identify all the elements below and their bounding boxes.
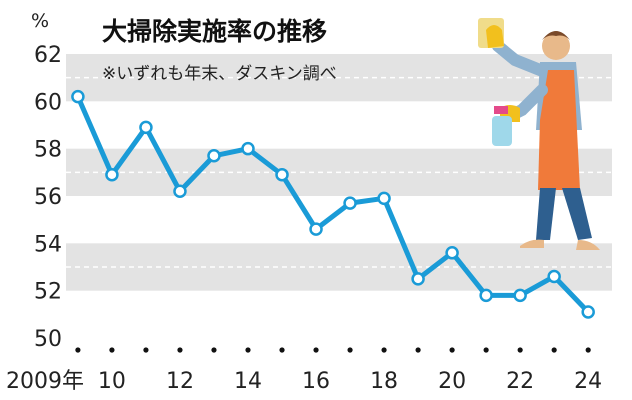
data-point-2011 (139, 120, 153, 135)
y-tick-label: 50 (34, 327, 62, 352)
data-point-2012 (173, 184, 187, 199)
data-point-2018 (377, 191, 391, 206)
series-line (75, 94, 591, 315)
data-point-2015 (275, 167, 289, 182)
x-axis-dot (143, 347, 149, 353)
x-axis-dot (313, 347, 319, 353)
x-axis-dot (109, 347, 115, 353)
x-tick-label: 10 (98, 369, 126, 394)
x-axis-dot (381, 347, 387, 353)
x-axis-ticks: 2009年 10 12 14 16 18 20 22 24 (6, 369, 602, 394)
x-tick-label: 18 (370, 369, 398, 394)
y-axis-unit: % (31, 10, 49, 32)
x-axis-dot (177, 347, 183, 353)
data-point-2022 (513, 288, 527, 303)
chart-title: 大掃除実施率の推移 (102, 17, 327, 46)
y-tick-label: 58 (34, 138, 62, 163)
data-point-2017 (343, 196, 357, 210)
y-tick-label: 52 (34, 280, 62, 305)
x-axis-dot (75, 347, 81, 353)
x-axis-dot (279, 347, 285, 353)
series-line-group (75, 94, 591, 315)
cleaning-person-icon (478, 18, 600, 250)
y-tick-label: 56 (34, 185, 62, 210)
chart-subtitle: ※いずれも年末、ダスキン調べ (102, 64, 337, 84)
x-axis-dot (517, 347, 523, 353)
x-tick-label: 2009年 (6, 369, 84, 394)
data-point-2024 (581, 305, 595, 319)
data-point-2023 (547, 269, 561, 284)
grid-lines (66, 76, 612, 316)
data-point-2016 (309, 222, 323, 236)
y-tick-label: 60 (34, 90, 62, 115)
x-axis-dot (415, 347, 421, 353)
y-tick-label: 62 (34, 43, 62, 68)
x-axis-dot (245, 347, 251, 353)
data-point-2020 (445, 246, 459, 260)
x-axis-dot (449, 347, 455, 353)
y-tick-label: 54 (34, 232, 62, 257)
x-tick-label: 20 (438, 369, 466, 394)
x-tick-label: 14 (234, 369, 262, 394)
data-point-2014 (241, 141, 255, 156)
x-tick-label: 12 (166, 369, 194, 394)
x-tick-label: 22 (506, 369, 534, 394)
x-tick-label: 16 (302, 369, 330, 394)
x-axis-dots (75, 347, 591, 353)
data-point-2021 (479, 288, 493, 303)
data-point-2019 (411, 272, 425, 286)
x-tick-label: 24 (574, 369, 602, 394)
data-point-2010 (105, 167, 119, 182)
x-axis-dot (347, 347, 353, 353)
series-points (71, 89, 595, 319)
x-axis-dot (483, 347, 489, 353)
x-axis-dot (585, 347, 591, 353)
x-axis-dot (551, 347, 557, 353)
y-axis-ticks: 62 60 58 56 54 52 50 (34, 43, 62, 352)
data-point-2009 (71, 89, 85, 104)
x-axis-dot (211, 347, 217, 353)
data-point-2013 (207, 149, 221, 163)
